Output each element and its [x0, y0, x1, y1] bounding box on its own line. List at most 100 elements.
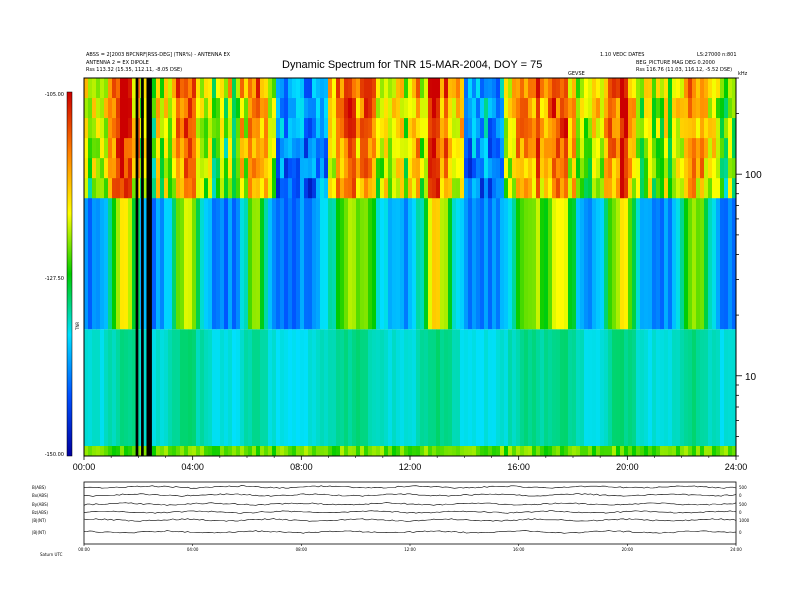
spectrum-cell	[328, 446, 333, 456]
spectrum-cell	[492, 78, 497, 99]
spectrum-cell	[472, 446, 477, 456]
spectrum-cell	[536, 329, 541, 446]
spectrum-cell	[92, 178, 97, 199]
spectrum-cell	[540, 158, 545, 179]
spectrum-cell	[692, 158, 697, 179]
spectrum-cell	[676, 446, 681, 456]
spectrum-cell	[640, 329, 645, 446]
spectrum-cell	[488, 446, 493, 456]
spectrum-cell	[96, 178, 101, 199]
spectrum-cell	[692, 78, 697, 99]
spectrum-cell	[568, 138, 573, 159]
spectrum-cell	[596, 138, 601, 159]
spectrum-cell	[464, 98, 469, 119]
spectrum-cell	[432, 118, 437, 139]
spectrum-cell	[688, 98, 693, 119]
spectrum-cell	[620, 118, 625, 139]
spectrum-cell	[508, 198, 513, 330]
spectrum-cell	[344, 178, 349, 199]
spectrum-cell	[596, 446, 601, 456]
spectrum-cell	[732, 446, 737, 456]
spectrum-cell	[612, 446, 617, 456]
spectrum-cell	[316, 158, 321, 179]
spectrum-cell	[440, 198, 445, 330]
spectrum-cell	[428, 118, 433, 139]
spectrum-cell	[732, 138, 737, 159]
spectrum-cell	[544, 118, 549, 139]
spectrum-cell	[500, 198, 505, 330]
spectrum-cell	[284, 98, 289, 119]
spectrum-cell	[572, 329, 577, 446]
spectrum-cell	[300, 178, 305, 199]
spectrum-cell	[560, 446, 565, 456]
spectrum-cell	[476, 178, 481, 199]
spectrum-cell	[468, 158, 473, 179]
spectrum-cell	[568, 118, 573, 139]
spectrum-cell	[656, 158, 661, 179]
mag-x-tick-label: 12:00	[404, 547, 416, 552]
spectrum-cell	[360, 78, 365, 99]
spectrum-cell	[620, 178, 625, 199]
spectrum-cell	[108, 78, 113, 99]
spectrum-cell	[212, 98, 217, 119]
spectrum-cell	[188, 78, 193, 99]
spectrum-cell	[712, 446, 717, 456]
spectrum-cell	[692, 138, 697, 159]
spectrum-cell	[288, 138, 293, 159]
spectrum-cell	[708, 329, 713, 446]
spectrum-cell	[288, 118, 293, 139]
spectrum-cell	[192, 138, 197, 159]
spectrum-cell	[208, 198, 213, 330]
spectrum-cell	[372, 178, 377, 199]
spectrum-cell	[688, 446, 693, 456]
spectrum-cell	[192, 98, 197, 119]
mag-footer-label: Saturn UTC	[40, 552, 63, 557]
spectrum-cell	[640, 138, 645, 159]
spectrum-cell	[112, 198, 117, 330]
spectrum-cell	[348, 78, 353, 99]
spectrum-cell	[172, 329, 177, 446]
spectrum-cell	[360, 98, 365, 119]
spectrum-cell	[280, 118, 285, 139]
spectrum-cell	[436, 178, 441, 199]
spectrum-cell	[664, 198, 669, 330]
spectrum-cell	[188, 98, 193, 119]
spectrum-cell	[636, 446, 641, 456]
spectrum-cell	[524, 158, 529, 179]
spectrum-cell	[628, 118, 633, 139]
spectrum-cell	[472, 98, 477, 119]
spectrum-cell	[652, 138, 657, 159]
spectrum-cell	[372, 446, 377, 456]
colorbar-tick-label: -127.50	[45, 276, 64, 282]
spectrum-cell	[472, 178, 477, 199]
spectrum-cell	[152, 446, 157, 456]
spectrum-cell	[560, 78, 565, 99]
spectrum-cell	[576, 198, 581, 330]
spectrum-cell	[604, 118, 609, 139]
spectrum-cell	[404, 446, 409, 456]
spectrum-cell	[664, 178, 669, 199]
spectrum-cell	[320, 329, 325, 446]
spectrum-cell	[332, 198, 337, 330]
spectrum-cell	[560, 118, 565, 139]
data-gap	[135, 78, 139, 456]
spectrum-cell	[180, 78, 185, 99]
header-meta-left-1: ABSS = 2[2003 BPCNRF|RSS-DEG] (TNR%) - A…	[86, 52, 231, 58]
spectrum-cell	[420, 178, 425, 199]
spectrum-cell	[260, 98, 265, 119]
spectrum-cell	[424, 118, 429, 139]
spectrum-cell	[516, 158, 521, 179]
spectrum-cell	[632, 98, 637, 119]
spectrum-cell	[472, 198, 477, 330]
spectrum-cell	[496, 98, 501, 119]
spectrum-cell	[548, 329, 553, 446]
spectrum-cell	[468, 446, 473, 456]
spectrum-cell	[104, 446, 109, 456]
spectrum-cell	[608, 118, 613, 139]
mag-right-tick-label: 0	[739, 510, 742, 515]
spectrum-cell	[316, 98, 321, 119]
spectrum-cell	[360, 118, 365, 139]
spectrum-cell	[532, 98, 537, 119]
spectrum-cell	[120, 446, 125, 456]
spectrum-cell	[336, 198, 341, 330]
